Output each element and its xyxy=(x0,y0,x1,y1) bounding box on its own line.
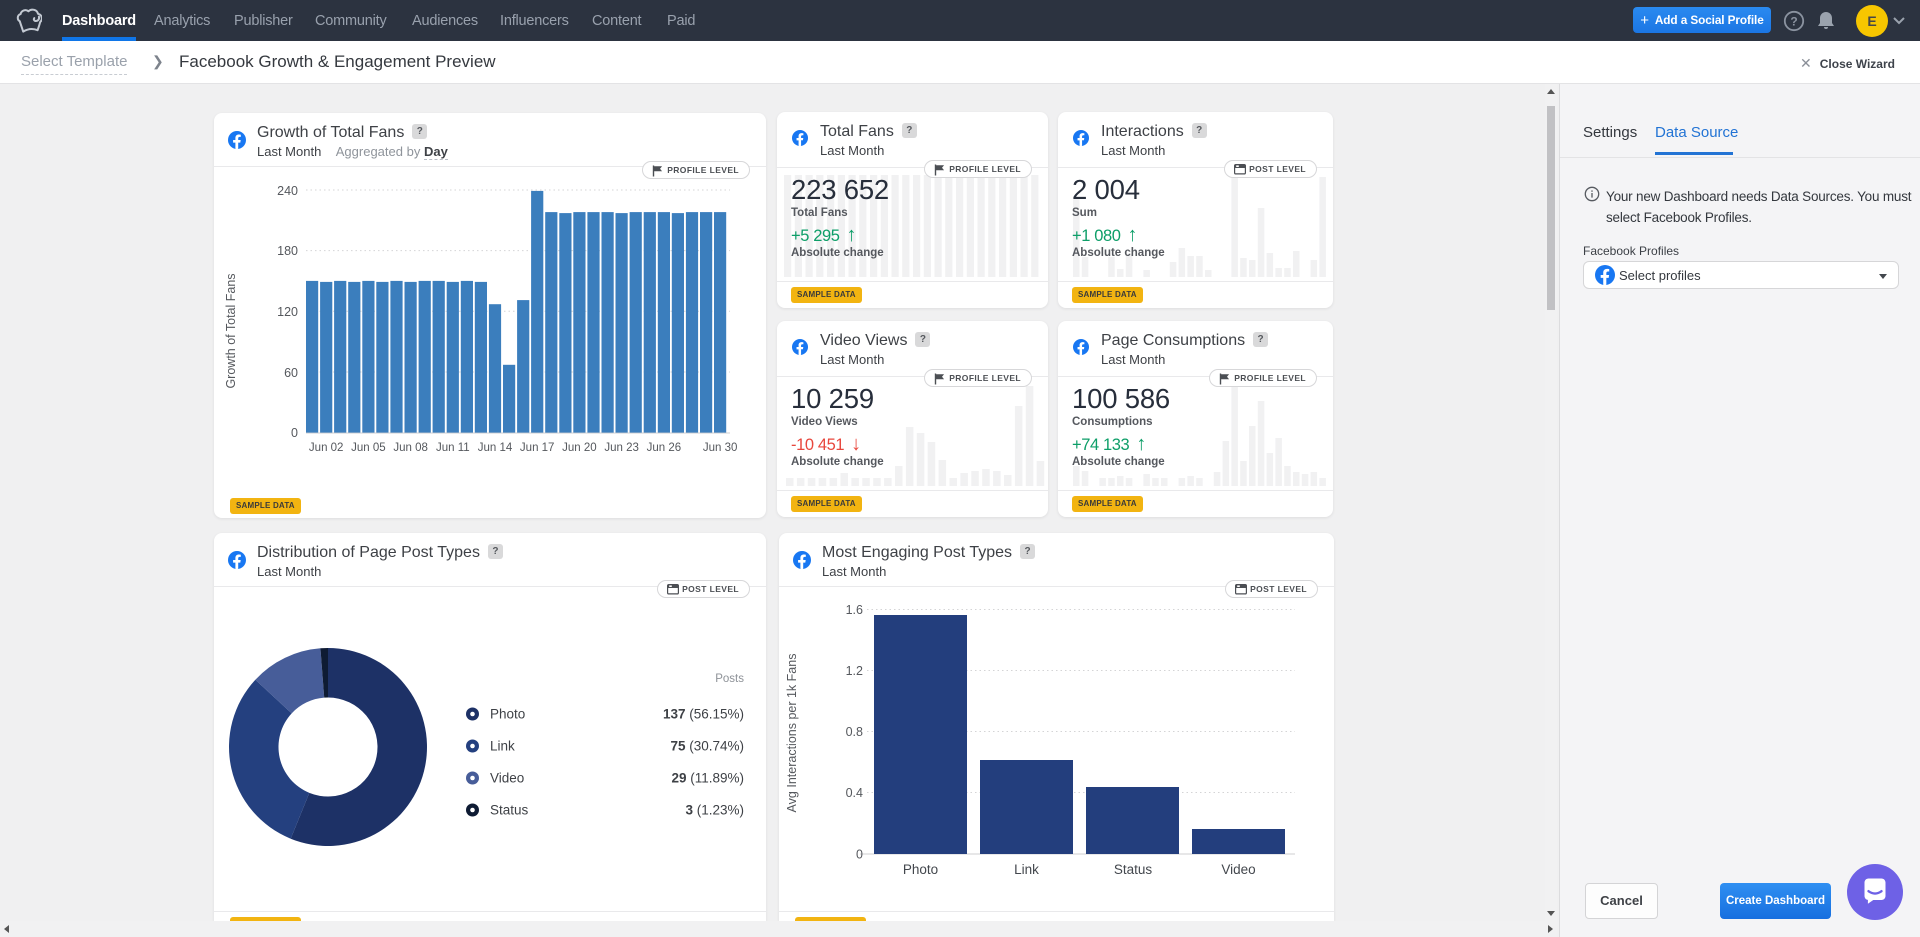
svg-text:Growth of Total Fans: Growth of Total Fans xyxy=(224,273,238,388)
svg-text:Jun 17: Jun 17 xyxy=(520,442,555,454)
svg-text:0: 0 xyxy=(856,848,863,862)
svg-text:1.6: 1.6 xyxy=(846,603,863,617)
svg-text:Link: Link xyxy=(1014,862,1039,877)
svg-text:Video: Video xyxy=(1221,862,1255,877)
svg-text:0.8: 0.8 xyxy=(846,725,863,739)
svg-text:Jun 14: Jun 14 xyxy=(478,442,513,454)
svg-text:Avg Interactions per 1k Fans: Avg Interactions per 1k Fans xyxy=(785,654,799,813)
svg-text:Status: Status xyxy=(490,803,529,818)
svg-text:Posts: Posts xyxy=(715,673,744,685)
svg-text:60: 60 xyxy=(284,366,298,380)
svg-text:0: 0 xyxy=(291,426,298,440)
svg-text:Jun 02: Jun 02 xyxy=(309,442,344,454)
svg-text:3 (1.23%): 3 (1.23%) xyxy=(685,803,744,818)
svg-text:1.2: 1.2 xyxy=(846,664,863,678)
svg-text:Photo: Photo xyxy=(490,707,525,722)
svg-text:120: 120 xyxy=(277,305,298,319)
svg-text:75 (30.74%): 75 (30.74%) xyxy=(670,739,744,754)
svg-text:29 (11.89%): 29 (11.89%) xyxy=(671,771,744,786)
svg-text:Jun 23: Jun 23 xyxy=(604,442,639,454)
svg-text:Jun 26: Jun 26 xyxy=(647,442,682,454)
svg-text:Jun 08: Jun 08 xyxy=(393,442,428,454)
svg-text:0.4: 0.4 xyxy=(846,786,863,800)
svg-text:Jun 20: Jun 20 xyxy=(562,442,597,454)
svg-text:Jun 30: Jun 30 xyxy=(703,442,738,454)
svg-text:Status: Status xyxy=(1114,862,1153,877)
svg-text:180: 180 xyxy=(277,244,298,258)
svg-text:Jun 05: Jun 05 xyxy=(351,442,386,454)
svg-text:Link: Link xyxy=(490,739,515,754)
svg-text:Video: Video xyxy=(490,771,524,786)
svg-text:Photo: Photo xyxy=(903,862,938,877)
svg-text:Jun 11: Jun 11 xyxy=(436,442,470,454)
svg-text:137 (56.15%): 137 (56.15%) xyxy=(663,707,744,722)
svg-text:240: 240 xyxy=(277,184,298,198)
svg-text:?: ? xyxy=(1790,15,1797,29)
